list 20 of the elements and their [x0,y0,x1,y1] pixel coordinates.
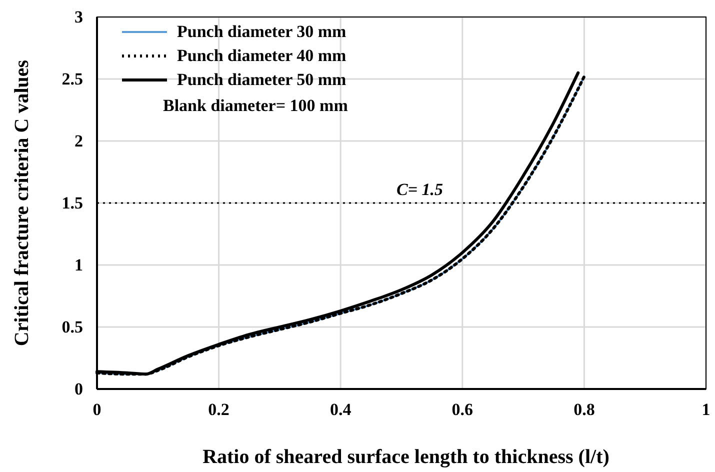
y-tick-label: 1.5 [62,193,83,212]
legend-label: Punch diameter 50 mm [177,70,346,89]
y-axis-title: Critical fracture criteria C values [11,60,33,346]
x-tick-label: 0.6 [452,400,474,420]
ref-line-label: C= 1.5 [396,180,444,199]
x-axis-title: Ratio of sheared surface length to thickness (l/t) [202,446,610,468]
legend-label: Punch diameter 40 mm [177,46,346,65]
x-tick-label: 0.2 [208,400,230,420]
y-tick-label: 0 [74,379,83,398]
x-tick-label: 0.4 [330,400,352,420]
x-tick-label: 0.8 [574,400,595,420]
y-tick-label: 2 [74,131,83,150]
legend-label: Punch diameter 30 mm [177,22,346,41]
annotation: Blank diameter= 100 mm [163,96,348,115]
y-tick-label: 1 [74,255,83,274]
x-tick-label: 0 [92,400,102,420]
y-tick-label: 0.5 [62,317,83,336]
y-tick-label: 2.5 [62,69,83,88]
y-tick-label: 3 [74,7,83,26]
x-tick-label: 1 [702,400,710,420]
